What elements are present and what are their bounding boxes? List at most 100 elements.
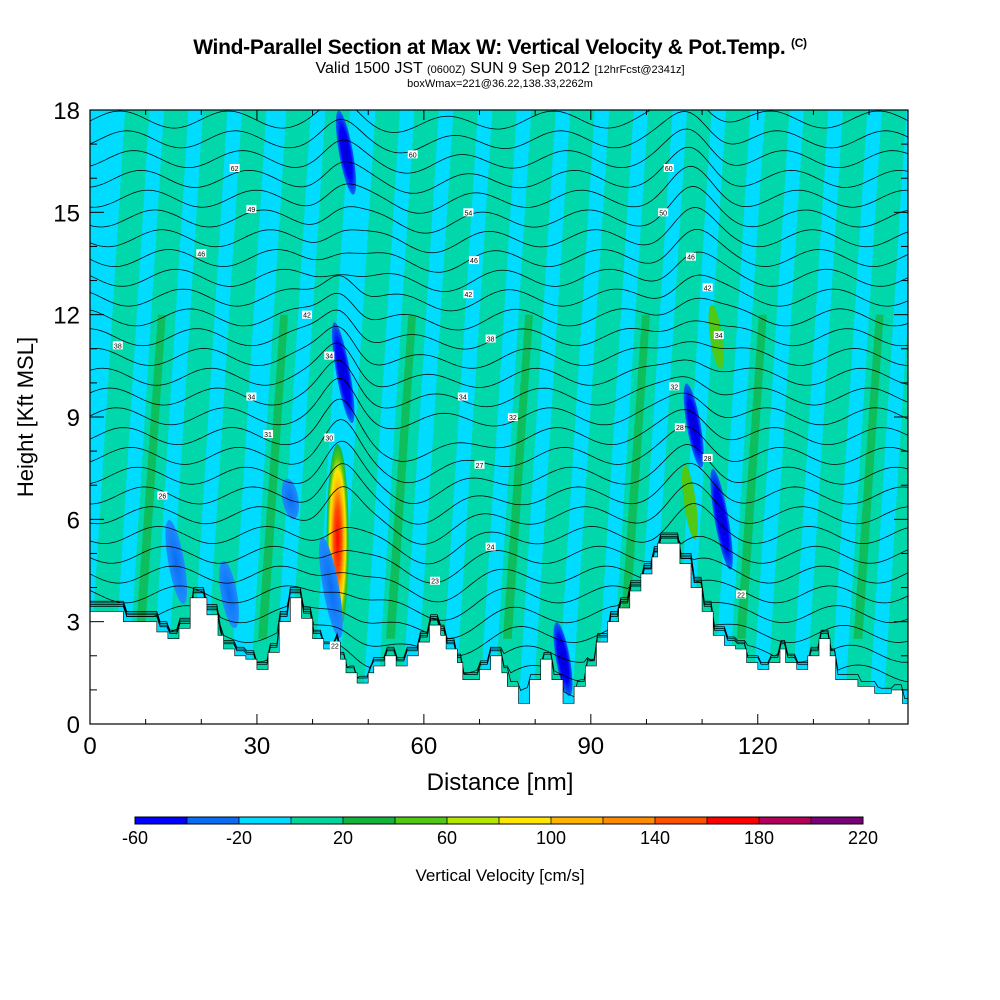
theta-contour — [90, 128, 908, 174]
contour-label: 30 — [324, 433, 335, 442]
theta-contour — [90, 111, 908, 154]
downdraft-cell — [331, 322, 355, 424]
weak-updraft-band — [289, 110, 350, 690]
contour-label: 34 — [324, 351, 335, 361]
weak-updraft-band — [456, 110, 517, 690]
colorbar-swatch — [135, 817, 188, 824]
theta-contour — [90, 378, 908, 430]
contour-label-bg — [246, 392, 257, 401]
contour-label-bg — [430, 576, 441, 585]
colorbar-tick-label: -20 — [226, 828, 252, 848]
contour-label-text: 46 — [687, 255, 695, 262]
contour-label-text: 54 — [464, 210, 472, 217]
downdraft-cell — [165, 519, 188, 604]
contour-label-text: 62 — [231, 166, 239, 173]
contour-label: 42 — [302, 310, 313, 320]
x-tick-label: 0 — [83, 733, 96, 760]
contour-label-text: 60 — [665, 166, 673, 173]
contour-label: 42 — [463, 290, 474, 299]
colorbar-swatch — [395, 817, 448, 824]
theta-contour — [90, 292, 908, 331]
contour-label-text: 28 — [676, 425, 684, 432]
contour-label: 42 — [702, 283, 713, 292]
theta-contour — [90, 536, 908, 584]
contour-label-text: 46 — [197, 251, 205, 258]
x-tick-label: 90 — [577, 733, 604, 760]
y-tick-label: 18 — [53, 98, 80, 125]
theta-contour — [90, 146, 908, 194]
draft-features — [165, 110, 733, 697]
theta-contour — [90, 537, 908, 603]
theta-contour — [90, 503, 908, 565]
contour-label: 46 — [196, 249, 207, 258]
colorbar-swatch — [603, 817, 656, 824]
contour-labels: 62 60 60 49 54 50 46 46 46 42 42 42 38 38 34 34 34 34 32 32… — [112, 150, 747, 651]
colorbar-label: Vertical Velocity [cm/s] — [415, 866, 584, 885]
theta-contour — [90, 165, 908, 214]
theta-contour — [90, 398, 908, 462]
contour-label-text: 38 — [487, 337, 495, 344]
colorbar-swatch — [291, 817, 344, 824]
theta-contours — [90, 110, 908, 699]
contour-label: 34 — [457, 392, 468, 402]
colorbar-swatch — [187, 817, 240, 824]
contour-label-bg — [463, 208, 474, 217]
theta-contour — [90, 229, 908, 273]
colorbar-swatch — [759, 817, 812, 824]
downdraft-cell — [319, 537, 343, 638]
contour-label-bg — [736, 590, 747, 599]
contour-label: 28 — [702, 453, 713, 463]
contour-label-bg — [507, 413, 518, 421]
colorbar-tick-label: 220 — [848, 828, 878, 848]
theta-contour — [90, 537, 908, 639]
weak-updraft-band — [884, 315, 908, 690]
theta-contour — [90, 419, 908, 484]
contour-label-text: 31 — [264, 432, 272, 439]
contour-label-bg — [468, 256, 479, 265]
contour-label-bg — [485, 542, 496, 551]
theta-contour — [90, 186, 908, 234]
contour-label-bg — [302, 310, 313, 319]
chart-subtitle: Valid 1500 JST (0600Z) SUN 9 Sep 2012 [1… — [0, 60, 1000, 78]
colorbar-swatch — [239, 817, 292, 824]
contour-label-text: 42 — [704, 285, 712, 292]
contour-label: 60 — [407, 150, 418, 159]
contour-label-text: 22 — [737, 592, 745, 599]
contour-label-text: 34 — [325, 354, 333, 361]
contour-label: 24 — [485, 542, 496, 552]
contour-label-bg — [674, 423, 685, 432]
weak-updraft-band — [417, 110, 478, 690]
moderate-updraft-band — [853, 314, 884, 639]
contour-label-text: 49 — [247, 207, 255, 214]
colorbar: -60 -20 20 60 100 140 180 220 — [122, 816, 878, 848]
moderate-updraft-band — [258, 314, 289, 639]
contour-label: 46 — [468, 256, 479, 265]
colorbar-tick-label: -60 — [122, 828, 148, 848]
weak-updraft-band — [90, 110, 150, 690]
x-tick-label: 30 — [244, 733, 271, 760]
colorbar-swatch — [343, 817, 396, 824]
x-tick-label: 120 — [738, 733, 778, 760]
box-wmax-info: boxWmax=221@36.22,138.33,2262m — [407, 78, 593, 90]
y-tick-label: 3 — [67, 610, 80, 637]
weak-updraft-band — [806, 110, 868, 690]
contour-label: 27 — [474, 460, 485, 470]
contour-label-text: 32 — [509, 415, 517, 422]
axis-ticks: 0 30 60 90 120 0 3 6 9 12 15 18 — [53, 98, 908, 760]
weak-updraft-band — [205, 110, 267, 690]
contour-label-bg — [196, 249, 207, 258]
contour-label: 22 — [736, 590, 747, 599]
weak-updraft-band — [534, 110, 595, 690]
theta-contour — [90, 110, 908, 133]
contour-label-bg — [663, 163, 674, 172]
theta-contour — [90, 274, 908, 312]
contour-label-bg — [702, 283, 713, 292]
contour-label-text: 32 — [670, 384, 678, 391]
contour-label-text: 34 — [459, 395, 467, 402]
colorbar-tick-label: 20 — [333, 828, 353, 848]
contour-label: 31 — [263, 430, 274, 439]
moderate-updraft-band — [386, 314, 417, 639]
contour-label-text: 34 — [247, 395, 255, 402]
colorbar-swatch — [447, 817, 500, 824]
contour-label: 32 — [507, 413, 518, 422]
